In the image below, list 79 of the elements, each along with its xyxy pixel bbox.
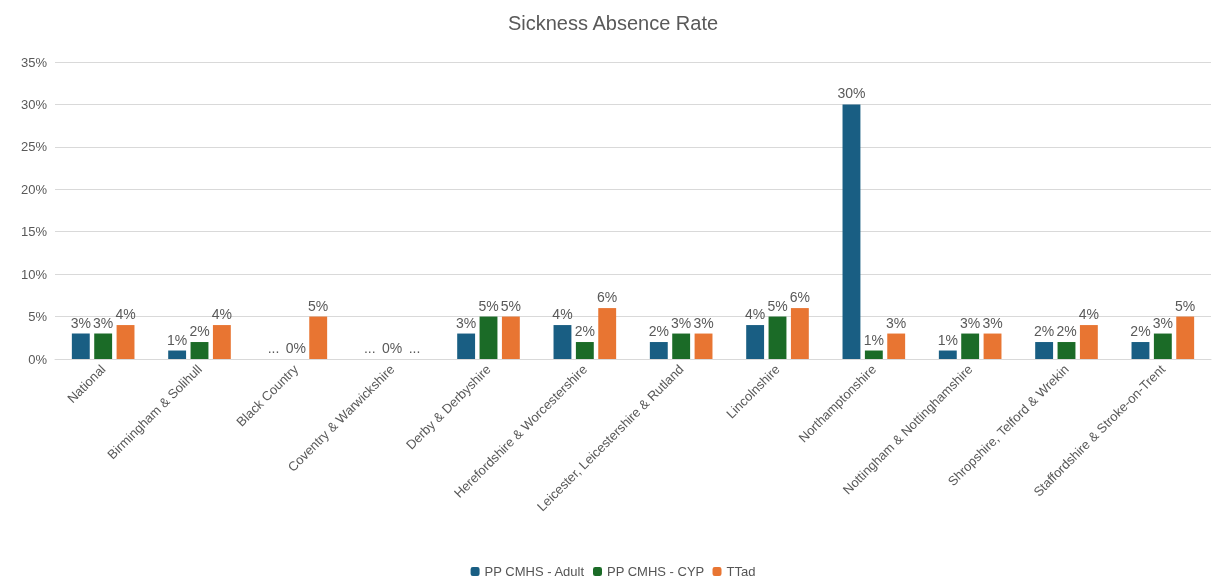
data-label: 4% — [552, 306, 573, 323]
data-label: 3% — [70, 314, 91, 331]
y-tick-label: 15% — [20, 224, 48, 240]
bar — [479, 316, 498, 359]
data-label: 2% — [189, 323, 210, 340]
bar — [768, 316, 787, 359]
y-tick-label: 20% — [20, 181, 48, 197]
text: ... — [408, 340, 421, 356]
data-label: 3% — [456, 314, 477, 331]
data-label: 6% — [789, 289, 810, 306]
data-label: 5% — [308, 297, 329, 314]
bar — [938, 350, 957, 359]
bar — [983, 333, 1002, 359]
data-label: 3% — [960, 314, 981, 331]
data-label: 2% — [648, 323, 669, 340]
bar — [309, 316, 328, 359]
bar — [116, 325, 135, 359]
bar — [1035, 342, 1054, 359]
text: ... — [267, 340, 280, 356]
data-label: 30% — [837, 85, 866, 102]
bar — [746, 325, 765, 359]
y-tick-label: 10% — [20, 266, 48, 282]
data-label: 0% — [382, 340, 403, 356]
legend-label: PP CMHS - CYP — [607, 564, 705, 579]
chart-title: Sickness Absence Rate — [507, 12, 719, 34]
data-label: 5% — [767, 297, 788, 314]
bar — [842, 104, 861, 359]
bar — [457, 333, 476, 359]
data-label: 1% — [937, 331, 958, 348]
bar — [168, 350, 187, 359]
data-label: 5% — [1175, 297, 1196, 314]
bar — [71, 333, 90, 359]
bar — [575, 342, 594, 359]
data-label: 1% — [167, 331, 188, 348]
bar — [864, 350, 883, 359]
y-tick-label: 30% — [20, 96, 48, 112]
legend-label: PP CMHS - Adult — [484, 564, 585, 579]
data-label: 0% — [285, 340, 306, 356]
data-label: 5% — [478, 297, 499, 314]
y-tick-label: 5% — [28, 309, 48, 325]
text: ... — [363, 340, 376, 356]
data-label: 1% — [863, 331, 884, 348]
y-tick-label: 0% — [28, 351, 48, 367]
data-label: 2% — [1056, 323, 1077, 340]
data-label: 3% — [93, 314, 114, 331]
data-label: 3% — [982, 314, 1003, 331]
data-label: 4% — [745, 306, 766, 323]
bar — [1131, 342, 1150, 359]
legend-label: TTad — [726, 564, 756, 579]
data-label: 2% — [1130, 323, 1151, 340]
bar — [501, 316, 520, 359]
y-tick-label: 35% — [20, 54, 48, 70]
data-label: 3% — [886, 314, 907, 331]
y-tick-label: 25% — [20, 139, 48, 155]
bar — [1057, 342, 1076, 359]
bar — [887, 333, 906, 359]
data-label: 2% — [1034, 323, 1055, 340]
data-label: 3% — [693, 314, 714, 331]
data-label: 3% — [1152, 314, 1173, 331]
data-label: 3% — [671, 314, 692, 331]
bar — [1153, 333, 1172, 359]
bar — [598, 308, 617, 359]
bar — [212, 325, 231, 359]
data-label: 4% — [211, 306, 232, 323]
data-label: 6% — [597, 289, 618, 306]
bar — [672, 333, 691, 359]
bar — [94, 333, 113, 359]
bar — [553, 325, 572, 359]
bar — [1079, 325, 1098, 359]
data-label: 2% — [574, 323, 595, 340]
bar — [649, 342, 668, 359]
bar — [1176, 316, 1195, 359]
bar — [694, 333, 713, 359]
data-label: 4% — [115, 306, 136, 323]
bar — [190, 342, 209, 359]
data-label: 4% — [1078, 306, 1099, 323]
bar — [790, 308, 809, 359]
data-label: 5% — [500, 297, 521, 314]
bar — [961, 333, 980, 359]
